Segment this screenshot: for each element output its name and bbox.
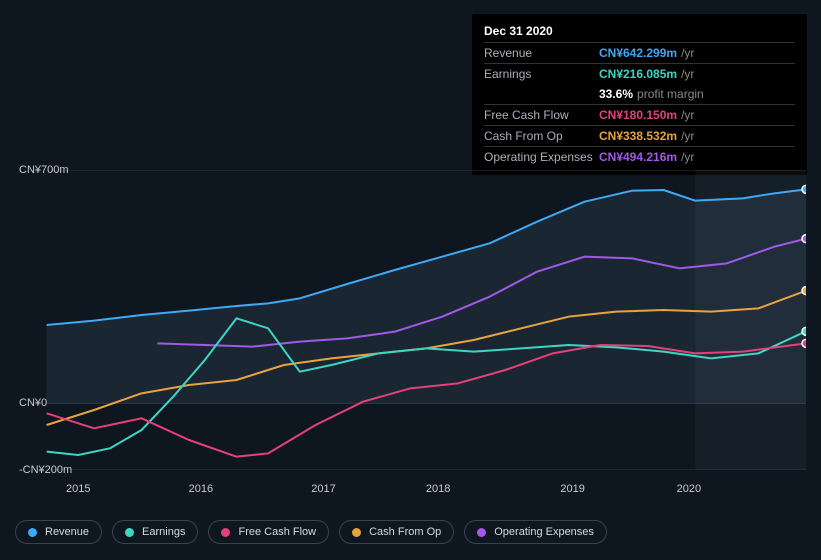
- y-axis-label: CN¥700m: [19, 164, 69, 176]
- tooltip-row: Cash From OpCN¥338.532m/yr: [484, 125, 795, 146]
- tooltip-row: Free Cash FlowCN¥180.150m/yr: [484, 104, 795, 125]
- legend-label: Cash From Op: [369, 526, 441, 538]
- x-axis-label: 2015: [66, 483, 90, 495]
- legend-dot-icon: [477, 528, 486, 537]
- legend-dot-icon: [221, 528, 230, 537]
- tooltip-row-value: CN¥216.085m/yr: [599, 66, 694, 82]
- tooltip-row-value: CN¥180.150m/yr: [599, 107, 694, 123]
- tooltip-row: EarningsCN¥216.085m/yr: [484, 63, 795, 84]
- legend-label: Revenue: [45, 526, 89, 538]
- tooltip-row: RevenueCN¥642.299m/yr: [484, 42, 795, 63]
- tooltip-row-value: 33.6%profit margin: [599, 86, 704, 102]
- chart-svg: [15, 170, 806, 470]
- tooltip-row-value: CN¥642.299m/yr: [599, 45, 694, 61]
- legend-dot-icon: [352, 528, 361, 537]
- tooltip-row-label: [484, 86, 599, 102]
- legend-label: Earnings: [142, 526, 185, 538]
- y-axis-label: CN¥0: [19, 397, 47, 409]
- financials-chart[interactable]: CN¥700mCN¥0-CN¥200m201520162017201820192…: [15, 155, 806, 475]
- x-axis-label: 2018: [426, 483, 450, 495]
- x-axis-label: 2020: [677, 483, 701, 495]
- legend-item-opex[interactable]: Operating Expenses: [464, 520, 607, 544]
- legend-label: Free Cash Flow: [238, 526, 316, 538]
- legend-item-revenue[interactable]: Revenue: [15, 520, 102, 544]
- y-axis-label: -CN¥200m: [19, 464, 72, 476]
- legend-label: Operating Expenses: [494, 526, 594, 538]
- x-axis-label: 2017: [311, 483, 335, 495]
- legend-item-cashFromOp[interactable]: Cash From Op: [339, 520, 454, 544]
- hover-data-box: Dec 31 2020 RevenueCN¥642.299m/yrEarning…: [472, 14, 807, 175]
- tooltip-row-value: CN¥338.532m/yr: [599, 128, 694, 144]
- x-axis-label: 2019: [560, 483, 584, 495]
- tooltip-date: Dec 31 2020: [484, 20, 795, 42]
- legend-dot-icon: [28, 528, 37, 537]
- tooltip-row-label: Earnings: [484, 66, 599, 82]
- legend-dot-icon: [125, 528, 134, 537]
- legend-item-freeCashFlow[interactable]: Free Cash Flow: [208, 520, 329, 544]
- legend-item-earnings[interactable]: Earnings: [112, 520, 198, 544]
- x-axis-label: 2016: [189, 483, 213, 495]
- tooltip-row: 33.6%profit margin: [484, 84, 795, 104]
- tooltip-row-label: Revenue: [484, 45, 599, 61]
- chart-legend: Revenue Earnings Free Cash Flow Cash From O…: [15, 520, 607, 544]
- tooltip-row-label: Cash From Op: [484, 128, 599, 144]
- tooltip-row-label: Free Cash Flow: [484, 107, 599, 123]
